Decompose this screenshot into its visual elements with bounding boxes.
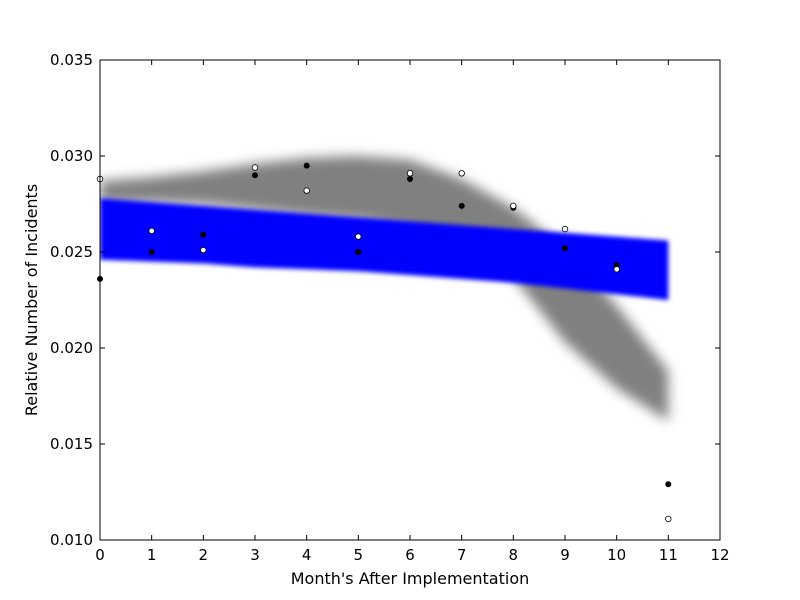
x-tick-label: 11 bbox=[659, 546, 678, 564]
filled-data-point bbox=[665, 481, 672, 488]
open-data-point bbox=[355, 233, 362, 240]
gray-band bbox=[100, 156, 669, 421]
x-tick-label: 6 bbox=[405, 546, 415, 564]
filled-data-point bbox=[562, 245, 569, 252]
data-points bbox=[96, 162, 672, 523]
open-data-point bbox=[613, 266, 620, 273]
y-tick-label: 0.020 bbox=[50, 339, 93, 357]
y-tick-label: 0.010 bbox=[50, 531, 93, 549]
x-tick-label: 2 bbox=[199, 546, 209, 564]
x-tick-label: 0 bbox=[95, 546, 105, 564]
y-axis-title: Relative Number of Incidents bbox=[22, 184, 41, 416]
x-tick-label: 9 bbox=[560, 546, 570, 564]
filled-data-point bbox=[458, 202, 465, 209]
x-tick-label: 3 bbox=[250, 546, 260, 564]
x-tick-label: 5 bbox=[354, 546, 364, 564]
y-axis: 0.010 0.015 0.020 0.025 0.030 0.035 bbox=[50, 51, 720, 549]
filled-data-point bbox=[355, 248, 362, 255]
y-tick-label: 0.015 bbox=[50, 435, 93, 453]
x-tick-label: 4 bbox=[302, 546, 312, 564]
filled-data-point bbox=[148, 248, 155, 255]
y-tick-label: 0.030 bbox=[50, 147, 93, 165]
plot-frame bbox=[99, 59, 721, 541]
open-data-point bbox=[200, 246, 207, 254]
x-tick-label: 12 bbox=[710, 546, 729, 564]
open-data-point bbox=[458, 170, 465, 177]
x-tick-label: 8 bbox=[509, 546, 519, 564]
open-data-point bbox=[406, 170, 414, 177]
filled-data-point bbox=[303, 162, 310, 169]
filled-data-point bbox=[200, 231, 207, 238]
x-axis: 0 1 2 3 4 5 6 7 8 9 10 11 12 bbox=[95, 60, 730, 564]
open-data-point bbox=[561, 225, 569, 233]
y-tick-label: 0.025 bbox=[50, 243, 93, 261]
y-tick-label: 0.035 bbox=[50, 51, 93, 69]
uncertainty-bands bbox=[100, 156, 669, 421]
open-data-point bbox=[510, 202, 517, 210]
open-data-point bbox=[148, 227, 155, 235]
filled-data-point bbox=[251, 172, 258, 179]
x-tick-label: 1 bbox=[147, 546, 157, 564]
blue-band bbox=[100, 198, 669, 300]
filled-data-point bbox=[406, 175, 413, 182]
x-tick-label: 7 bbox=[457, 546, 467, 564]
open-data-point bbox=[303, 187, 310, 194]
x-axis-title: Month's After Implementation bbox=[291, 569, 530, 588]
open-data-point bbox=[665, 515, 672, 523]
open-data-point bbox=[251, 164, 259, 171]
x-tick-label: 10 bbox=[607, 546, 626, 564]
